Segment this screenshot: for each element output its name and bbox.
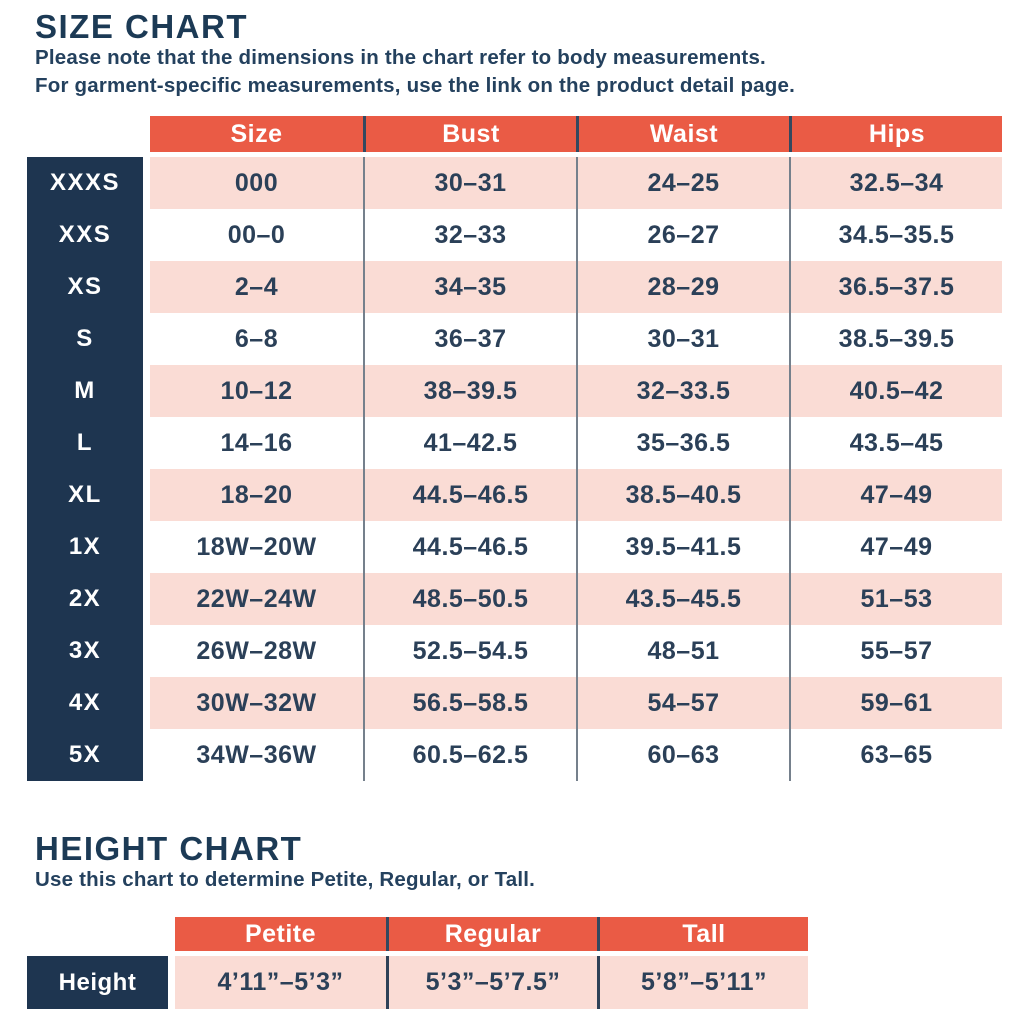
height-chart-table: Petite Regular Tall Height 4’11”–5’3” 5’… — [27, 917, 1003, 1009]
row-label: L — [27, 417, 143, 469]
table-row-xxs: XXS 00–0 32–33 26–27 34.5–35.5 — [27, 209, 1003, 261]
table-row-3x: 3X 26W–28W 52.5–54.5 48–51 55–57 — [27, 625, 1003, 677]
cell-size: 10–12 — [150, 365, 363, 417]
cell-tall-range: 5’8”–5’11” — [597, 956, 808, 1009]
cell-bust: 52.5–54.5 — [363, 625, 576, 677]
column-header-hips: Hips — [789, 116, 1002, 152]
cell-bust: 48.5–50.5 — [363, 573, 576, 625]
table-row-5x: 5X 34W–36W 60.5–62.5 60–63 63–65 — [27, 729, 1003, 781]
cell-hips: 34.5–35.5 — [789, 209, 1002, 261]
cell-size: 14–16 — [220, 428, 293, 457]
size-chart-subtitle-line1: Please note that the dimensions in the c… — [35, 46, 766, 69]
size-chart-table: Size Bust Waist Hips XXXS 000 30–31 24–2… — [27, 116, 1003, 781]
row-label-height: Height — [27, 956, 168, 1009]
cell-waist: 54–57 — [576, 677, 789, 729]
height-row: Height 4’11”–5’3” 5’3”–5’7.5” 5’8”–5’11” — [27, 956, 1003, 1009]
table-row-2x: 2X 22W–24W 48.5–50.5 43.5–45.5 51–53 — [27, 573, 1003, 625]
table-row-l: L 14–16 41–42.5 35–36.5 43.5–45 — [27, 417, 1003, 469]
cell-size: 18W–20W — [196, 532, 317, 561]
size-chart-title: SIZE CHART — [35, 8, 248, 45]
row-label: XXXS — [27, 157, 143, 209]
cell-hips: 32.5–34 — [789, 157, 1002, 209]
size-chart-subtitle-line2: For garment-specific measurements, use t… — [35, 74, 795, 97]
cell-hips: 59–61 — [789, 677, 1002, 729]
cell-size: 26W–28W — [196, 636, 317, 665]
column-header-regular: Regular — [386, 917, 597, 951]
cell-waist: 28–29 — [576, 261, 789, 313]
cell-size: 6–8 — [234, 324, 279, 353]
cell-bust: 56.5–58.5 — [363, 677, 576, 729]
cell-hips: 43.5–45 — [789, 417, 1002, 469]
cell-hips: 40.5–42 — [789, 365, 1002, 417]
row-label: XS — [27, 261, 143, 313]
column-header-petite: Petite — [175, 917, 386, 951]
column-header-tall: Tall — [597, 917, 808, 951]
cell-bust: 34–35 — [363, 261, 576, 313]
cell-waist: 38.5–40.5 — [576, 469, 789, 521]
cell-size: 18–20 — [150, 469, 363, 521]
cell-waist: 35–36.5 — [576, 417, 789, 469]
row-label: 4X — [27, 677, 143, 729]
size-chart-header-row: Size Bust Waist Hips — [150, 116, 1003, 152]
cell-hips: 63–65 — [789, 729, 1002, 781]
cell-hips: 47–49 — [789, 521, 1002, 573]
cell-bust: 41–42.5 — [363, 417, 576, 469]
cell-waist: 48–51 — [576, 625, 789, 677]
cell-bust: 36–37 — [363, 313, 576, 365]
cell-hips: 55–57 — [789, 625, 1002, 677]
table-row-xl: XL 18–20 44.5–46.5 38.5–40.5 47–49 — [27, 469, 1003, 521]
height-chart-header-row: Petite Regular Tall — [175, 917, 1003, 951]
cell-size: 2–4 — [150, 261, 363, 313]
size-chart-body: XXXS 000 30–31 24–25 32.5–34 XXS 00–0 32… — [27, 157, 1003, 781]
cell-bust: 32–33 — [363, 209, 576, 261]
cell-bust: 30–31 — [363, 157, 576, 209]
cell-bust: 44.5–46.5 — [363, 469, 576, 521]
height-chart-subtitle: Use this chart to determine Petite, Regu… — [35, 868, 536, 891]
cell-petite-range: 4’11”–5’3” — [175, 956, 386, 1009]
cell-hips: 51–53 — [789, 573, 1002, 625]
cell-waist: 26–27 — [576, 209, 789, 261]
cell-hips: 36.5–37.5 — [789, 261, 1002, 313]
height-chart-title: HEIGHT CHART — [35, 830, 303, 867]
row-label: 1X — [27, 521, 143, 573]
table-row-1x: 1X 18W–20W 44.5–46.5 39.5–41.5 47–49 — [27, 521, 1003, 573]
cell-waist: 30–31 — [576, 313, 789, 365]
cell-size: 22W–24W — [150, 573, 363, 625]
row-label: XL — [27, 469, 143, 521]
table-row-m: M 10–12 38–39.5 32–33.5 40.5–42 — [27, 365, 1003, 417]
row-label: XXS — [27, 209, 143, 261]
column-header-waist: Waist — [576, 116, 789, 152]
cell-size: 00–0 — [227, 220, 286, 249]
cell-size: 000 — [150, 157, 363, 209]
column-header-size: Size — [150, 116, 363, 152]
cell-size: 34W–36W — [196, 740, 317, 769]
cell-waist: 24–25 — [576, 157, 789, 209]
cell-bust: 60.5–62.5 — [363, 729, 576, 781]
table-row-4x: 4X 30W–32W 56.5–58.5 54–57 59–61 — [27, 677, 1003, 729]
table-row-s: S 6–8 36–37 30–31 38.5–39.5 — [27, 313, 1003, 365]
cell-waist: 60–63 — [576, 729, 789, 781]
row-label: 3X — [27, 625, 143, 677]
cell-waist: 39.5–41.5 — [576, 521, 789, 573]
row-label: M — [27, 365, 143, 417]
cell-waist: 43.5–45.5 — [576, 573, 789, 625]
cell-waist: 32–33.5 — [576, 365, 789, 417]
column-header-bust: Bust — [363, 116, 576, 152]
cell-bust: 44.5–46.5 — [363, 521, 576, 573]
table-row-xxxs: XXXS 000 30–31 24–25 32.5–34 — [27, 157, 1003, 209]
cell-regular-range: 5’3”–5’7.5” — [386, 956, 597, 1009]
cell-size: 30W–32W — [150, 677, 363, 729]
row-label: 2X — [27, 573, 143, 625]
cell-bust: 38–39.5 — [363, 365, 576, 417]
table-row-xs: XS 2–4 34–35 28–29 36.5–37.5 — [27, 261, 1003, 313]
row-label: S — [27, 313, 143, 365]
row-label: 5X — [27, 729, 143, 781]
cell-hips: 47–49 — [789, 469, 1002, 521]
cell-hips: 38.5–39.5 — [789, 313, 1002, 365]
size-chart-subtitle: Please note that the dimensions in the c… — [35, 44, 795, 100]
